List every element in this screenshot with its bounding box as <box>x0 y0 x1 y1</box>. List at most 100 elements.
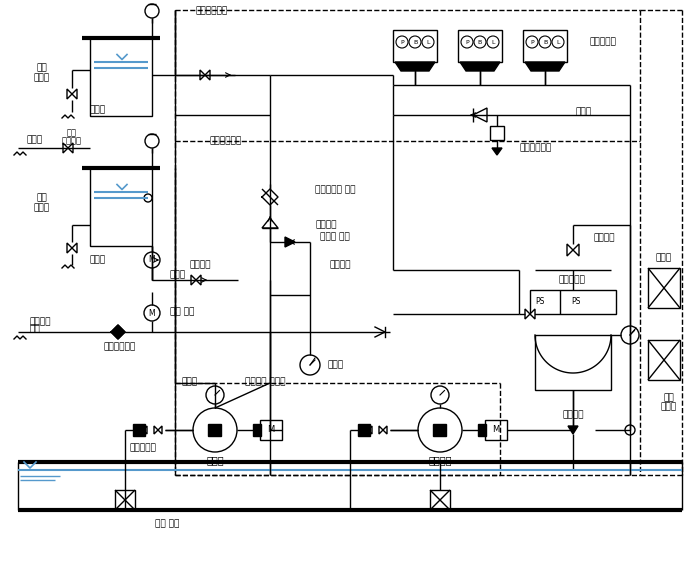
Bar <box>253 424 261 436</box>
Polygon shape <box>473 108 487 122</box>
Polygon shape <box>139 426 143 434</box>
Polygon shape <box>67 243 72 253</box>
Circle shape <box>144 305 160 321</box>
Circle shape <box>431 386 449 404</box>
Polygon shape <box>262 218 278 228</box>
Text: 개폐 밸브: 개폐 밸브 <box>170 307 194 316</box>
Circle shape <box>474 36 486 48</box>
Circle shape <box>461 36 473 48</box>
Polygon shape <box>200 70 205 80</box>
Text: 개폐표시형 밸브: 개폐표시형 밸브 <box>315 185 356 194</box>
Bar <box>485 420 507 440</box>
Circle shape <box>145 4 159 18</box>
Text: 감수경보장치: 감수경보장치 <box>195 6 227 15</box>
Polygon shape <box>573 244 579 256</box>
Text: 유량조절밸브: 유량조절밸브 <box>104 342 136 352</box>
Text: 자동: 자동 <box>67 129 77 138</box>
Text: 릴리프 밸브: 릴리프 밸브 <box>320 232 349 242</box>
Text: 자동배수밸브: 자동배수밸브 <box>520 143 552 153</box>
Polygon shape <box>364 426 368 434</box>
Bar <box>523 30 567 62</box>
Text: B: B <box>543 40 547 44</box>
Text: 플랙시블 조인트: 플랙시블 조인트 <box>245 378 285 387</box>
Text: M: M <box>149 308 155 318</box>
Polygon shape <box>143 426 147 434</box>
Polygon shape <box>191 275 196 285</box>
Text: M: M <box>149 256 155 264</box>
Polygon shape <box>158 426 162 434</box>
Text: 성능시험: 성능시험 <box>30 318 51 327</box>
Polygon shape <box>285 237 295 247</box>
Circle shape <box>418 408 462 452</box>
Polygon shape <box>63 143 68 153</box>
Circle shape <box>526 36 538 48</box>
Circle shape <box>621 326 639 344</box>
Text: 물올림관: 물올림관 <box>189 260 211 269</box>
Text: P: P <box>530 40 534 44</box>
Circle shape <box>206 386 224 404</box>
Circle shape <box>539 36 551 48</box>
Bar <box>260 420 282 440</box>
Bar <box>490 126 504 140</box>
Text: 배수관: 배수관 <box>90 256 106 264</box>
Text: 스트레이너: 스트레이너 <box>129 443 156 452</box>
Text: 급수밸브: 급수밸브 <box>62 137 82 146</box>
Polygon shape <box>205 70 210 80</box>
Circle shape <box>409 36 421 48</box>
Circle shape <box>422 36 434 48</box>
Text: 송수관: 송수관 <box>575 108 591 116</box>
Circle shape <box>144 194 152 202</box>
Text: M: M <box>267 425 275 434</box>
Text: 옥내소화전: 옥내소화전 <box>590 37 617 46</box>
Circle shape <box>552 36 564 48</box>
Text: 주펌프: 주펌프 <box>206 455 224 465</box>
Text: 오버: 오버 <box>37 193 47 202</box>
Text: 유량계: 유량계 <box>170 270 186 280</box>
Polygon shape <box>530 309 535 319</box>
Polygon shape <box>395 62 435 71</box>
Text: B: B <box>413 40 417 44</box>
Text: L: L <box>491 40 495 44</box>
Text: L: L <box>556 40 560 44</box>
Text: 체브밸브: 체브밸브 <box>315 221 336 230</box>
Bar <box>648 268 680 308</box>
Text: 충압펌프: 충압펌프 <box>428 455 452 465</box>
Polygon shape <box>492 148 502 155</box>
Text: 플루관: 플루관 <box>34 204 50 213</box>
Polygon shape <box>525 62 565 71</box>
Polygon shape <box>72 89 77 99</box>
Text: 압력챔버: 압력챔버 <box>562 411 584 420</box>
Text: 동력: 동력 <box>664 393 675 403</box>
Text: PS: PS <box>572 298 581 307</box>
Bar <box>478 424 486 436</box>
Polygon shape <box>111 325 125 339</box>
Polygon shape <box>368 426 372 434</box>
Text: 압력계: 압력계 <box>328 361 344 370</box>
Bar <box>530 290 616 314</box>
Polygon shape <box>567 244 573 256</box>
Polygon shape <box>72 243 77 253</box>
Polygon shape <box>383 426 387 434</box>
Text: 배관: 배관 <box>30 324 41 333</box>
Circle shape <box>193 408 237 452</box>
Text: 진공계: 진공계 <box>182 378 198 387</box>
Text: PS: PS <box>536 298 545 307</box>
Bar <box>90 38 152 116</box>
Text: 배수관: 배수관 <box>90 105 106 115</box>
Text: 제어반: 제어반 <box>656 253 672 263</box>
Text: 제어반: 제어반 <box>661 403 677 412</box>
Polygon shape <box>460 62 500 71</box>
Circle shape <box>300 355 320 375</box>
Bar <box>115 490 135 510</box>
Text: L: L <box>426 40 430 44</box>
Polygon shape <box>525 309 530 319</box>
Bar <box>535 335 611 390</box>
Bar <box>430 490 450 510</box>
Text: 순환배관: 순환배관 <box>330 260 352 269</box>
Text: P: P <box>465 40 468 44</box>
Circle shape <box>145 134 159 148</box>
Circle shape <box>396 36 408 48</box>
Bar <box>393 30 437 62</box>
Text: 수급관: 수급관 <box>27 136 43 145</box>
Text: 오버: 오버 <box>37 64 47 73</box>
